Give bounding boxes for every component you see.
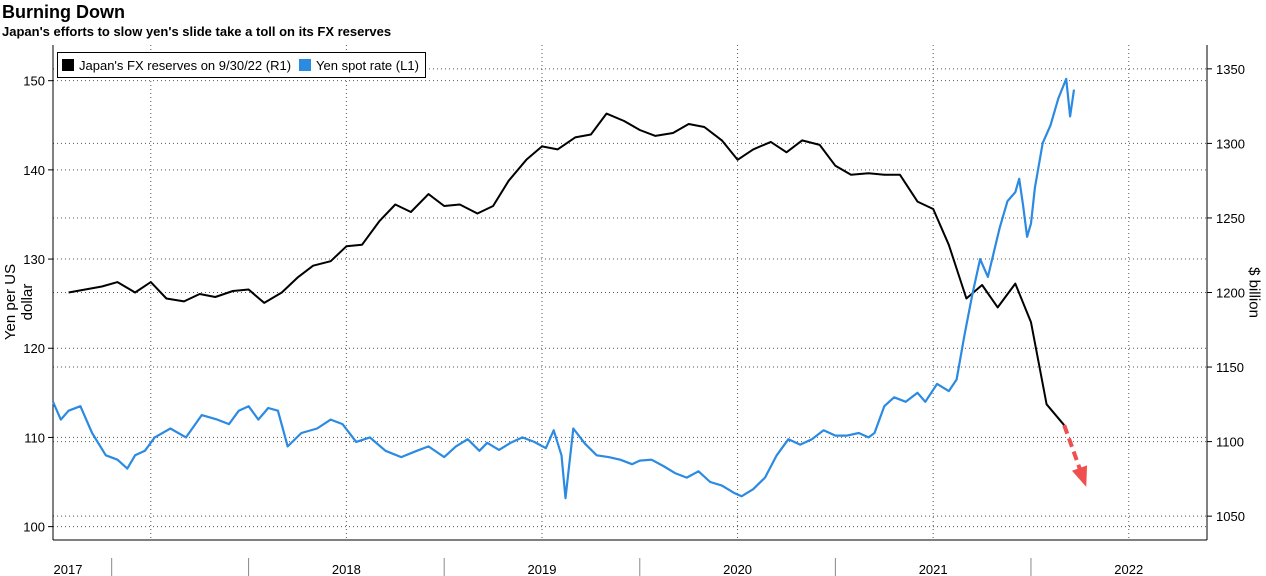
right-tick-label-5: 1300 — [1216, 136, 1245, 151]
x-tick-label-5: 2022 — [1114, 562, 1143, 576]
legend-swatch-yen — [299, 59, 312, 71]
x-tick-label-1: 2018 — [332, 562, 361, 576]
axes: 100 110 120 130 140 150 1050 1100 1150 1200 1250 13… — [23, 45, 1245, 576]
x-tick-label-3: 2020 — [723, 562, 752, 576]
y-axis-left-label: Yen per US dollar — [2, 263, 36, 341]
projection-arrow — [1062, 424, 1088, 487]
x-tick-label-2: 2019 — [528, 562, 557, 576]
left-tick-label-5: 150 — [23, 74, 45, 89]
left-tick-label-2: 120 — [23, 341, 45, 356]
left-tick-label-1: 110 — [24, 430, 45, 445]
series-lines — [51, 77, 1076, 500]
right-tick-label-6: 1350 — [1216, 62, 1245, 77]
right-tick-label-0: 1050 — [1216, 509, 1245, 524]
left-tick-label-0: 100 — [23, 520, 45, 535]
legend-label-yen: Yen spot rate (L1) — [316, 57, 419, 73]
left-tick-label-4: 140 — [23, 163, 45, 178]
right-tick-label-1: 1100 — [1216, 435, 1244, 450]
series-line-reserves — [68, 112, 1065, 426]
legend: Japan's FX reserves on 9/30/22 (R1) Yen … — [57, 52, 426, 78]
legend-label-reserves: Japan's FX reserves on 9/30/22 (R1) — [79, 57, 292, 73]
left-tick-label-3: 130 — [23, 252, 45, 267]
right-tick-label-3: 1200 — [1216, 286, 1245, 301]
x-tick-label-4: 2021 — [919, 562, 948, 576]
legend-item-yen: Yen spot rate (L1) — [299, 58, 419, 73]
legend-item-reserves: Japan's FX reserves on 9/30/22 (R1) — [62, 58, 291, 73]
y-axis-right-label: $ billion — [1245, 267, 1263, 318]
right-tick-label-4: 1250 — [1216, 211, 1245, 226]
series-line-yen — [51, 77, 1076, 500]
right-tick-label-2: 1150 — [1216, 360, 1244, 375]
chart-title: Burning Down — [2, 2, 125, 22]
legend-swatch-reserves — [62, 59, 74, 71]
chart-subtitle: Japan's efforts to slow yen's slide take… — [2, 24, 392, 39]
projection-arrow-head — [1071, 465, 1088, 487]
x-tick-label-0: 2017 — [54, 562, 83, 576]
